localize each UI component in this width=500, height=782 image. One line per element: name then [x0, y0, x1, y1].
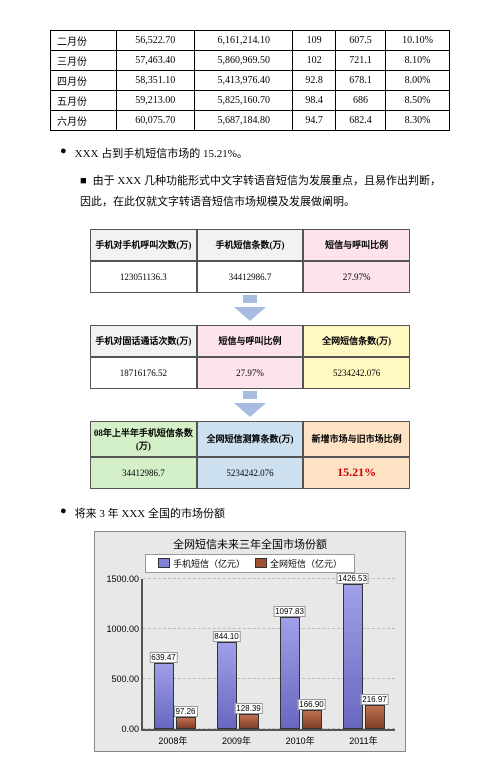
bullet-forecast: ● 将来 3 年 XXX 全国的市场份额: [60, 505, 450, 521]
bar-series2: 128.39: [239, 714, 259, 729]
chart-title: 全网短信未来三年全国市场份额: [95, 532, 405, 554]
arrow-down-icon: [90, 391, 410, 417]
table-cell: 8.30%: [386, 111, 450, 131]
table-cell: 94.7: [293, 111, 335, 131]
table-cell: 721.1: [335, 51, 385, 71]
flow-header: 新增市场与旧市场比例: [303, 421, 410, 457]
table-cell: 8.50%: [386, 91, 450, 111]
bullet-market-share: ● XXX 占到手机短信市场的 15.21%。: [60, 145, 450, 161]
y-tick-label: 500.00: [99, 674, 139, 684]
table-cell: 5,687,184.80: [195, 111, 293, 131]
x-tick-label: 2010年: [286, 734, 315, 747]
table-cell: 682.4: [335, 111, 385, 131]
table-cell: 5,860,969.50: [195, 51, 293, 71]
table-cell: 10.10%: [386, 31, 450, 51]
flow-value: 34412986.7: [90, 457, 197, 489]
table-cell: 8.00%: [386, 71, 450, 91]
table-cell: 6,161,214.10: [195, 31, 293, 51]
table-cell: 三月份: [51, 51, 117, 71]
table-cell: 56,522.70: [116, 31, 194, 51]
bar-value-label: 1426.53: [336, 573, 369, 584]
flow-value: 27.97%: [303, 261, 410, 293]
bullet-dot-icon: ●: [60, 145, 67, 161]
flow-value: 5234242.076: [303, 357, 410, 389]
bar-series2: 166.90: [302, 710, 322, 729]
table-cell: 59,213.00: [116, 91, 194, 111]
sub-bullet-explanation: ■由于 XXX 几种功能形式中文字转语音短信为发展重点，且易作出判断，因此，在此…: [80, 171, 450, 213]
table-cell: 二月份: [51, 31, 117, 51]
bullet-dot-icon: ●: [60, 505, 67, 521]
flow-value: 123051136.3: [90, 261, 197, 293]
chart-x-axis: 2008年 2009年 2010年 2011年: [141, 734, 395, 747]
table-cell: 五月份: [51, 91, 117, 111]
x-tick-label: 2008年: [158, 734, 187, 747]
legend-swatch-icon: [255, 558, 267, 568]
flow-header: 08年上半年手机短信条数(万): [90, 421, 197, 457]
table-cell: 57,463.40: [116, 51, 194, 71]
table-cell: 六月份: [51, 111, 117, 131]
bar-series2: 97.26: [176, 717, 196, 729]
table-cell: 60,075.70: [116, 111, 194, 131]
y-tick-label: 1000.00: [99, 624, 139, 634]
bar-value-label: 844.10: [212, 631, 240, 642]
bar-group: 639.4797.26: [147, 663, 202, 729]
table-cell: 678.1: [335, 71, 385, 91]
y-tick-label: 1500.00: [99, 574, 139, 584]
bar-group: 1426.53216.97: [336, 584, 391, 729]
bar-series1: 1097.83: [280, 617, 300, 729]
bar-value-label: 166.90: [297, 699, 325, 710]
bar-series1: 1426.53: [343, 584, 363, 729]
flow-value: 5234242.076: [197, 457, 304, 489]
calculation-flow-diagram: 手机对手机呼叫次数(万) 手机短信条数(万) 短信与呼叫比例 123051136…: [90, 229, 410, 489]
flow-value: 27.97%: [197, 357, 304, 389]
flow-header: 手机短信条数(万): [197, 229, 304, 261]
flow-header: 手机对手机呼叫次数(万): [90, 229, 197, 261]
flow-header: 全网短信测算条数(万): [197, 421, 304, 457]
monthly-data-table: 二月份56,522.706,161,214.10109607.510.10% 三月…: [50, 30, 450, 131]
x-tick-label: 2009年: [222, 734, 251, 747]
bar-value-label: 97.26: [173, 706, 197, 717]
arrow-down-icon: [90, 295, 410, 321]
chart-plot-area: 0.00500.001000.001500.00639.4797.26844.1…: [141, 579, 395, 731]
bar-series1: 844.10: [217, 642, 237, 728]
table-cell: 5,413,976.40: [195, 71, 293, 91]
y-tick-label: 0.00: [99, 724, 139, 734]
x-tick-label: 2011年: [349, 734, 377, 747]
table-cell: 四月份: [51, 71, 117, 91]
legend-swatch-icon: [158, 558, 170, 568]
bar-group: 844.10128.39: [210, 642, 265, 728]
table-cell: 5,825,160.70: [195, 91, 293, 111]
square-bullet-icon: ■: [80, 175, 87, 187]
bar-value-label: 1097.83: [273, 606, 306, 617]
table-cell: 686: [335, 91, 385, 111]
flow-header: 短信与呼叫比例: [303, 229, 410, 261]
bar-value-label: 128.39: [234, 703, 262, 714]
table-cell: 607.5: [335, 31, 385, 51]
table-cell: 102: [293, 51, 335, 71]
bar-series2: 216.97: [365, 705, 385, 729]
table-cell: 92.8: [293, 71, 335, 91]
market-share-bar-chart: 全网短信未来三年全国市场份额 手机短信（亿元） 全网短信（亿元） 0.00500…: [94, 531, 406, 752]
bar-series1: 639.47: [154, 663, 174, 729]
flow-value: 34412986.7: [197, 261, 304, 293]
flow-header: 手机对固话通话次数(万): [90, 325, 197, 357]
flow-header: 全网短信条数(万): [303, 325, 410, 357]
flow-value: 18716176.52: [90, 357, 197, 389]
bullet-text: XXX 占到手机短信市场的 15.21%。: [75, 145, 248, 161]
table-cell: 58,351.10: [116, 71, 194, 91]
bar-value-label: 216.97: [360, 694, 388, 705]
flow-header: 短信与呼叫比例: [197, 325, 304, 357]
chart-legend: 手机短信（亿元） 全网短信（亿元）: [145, 554, 355, 573]
table-cell: 98.4: [293, 91, 335, 111]
bar-value-label: 639.47: [149, 652, 177, 663]
table-cell: 8.10%: [386, 51, 450, 71]
bar-group: 1097.83166.90: [273, 617, 328, 729]
table-cell: 109: [293, 31, 335, 51]
bullet-text: 将来 3 年 XXX 全国的市场份额: [75, 505, 225, 521]
flow-result-value: 15.21%: [303, 457, 410, 489]
